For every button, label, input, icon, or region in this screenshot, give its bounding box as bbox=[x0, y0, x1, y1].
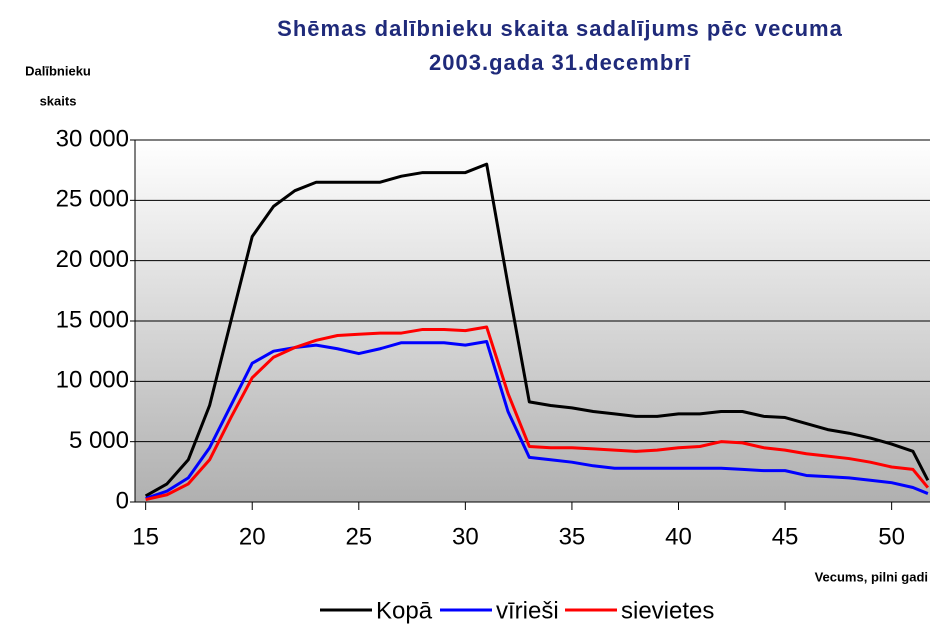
x-tick-label: 15 bbox=[132, 523, 159, 550]
x-tick-label: 50 bbox=[878, 523, 905, 550]
chart-title: 2003.gada 31.decembrī bbox=[429, 50, 691, 75]
x-axis-label: Vecums, pilni gadi bbox=[815, 569, 928, 584]
y-tick-label: 10 000 bbox=[56, 367, 129, 394]
legend-label: Kopā bbox=[376, 597, 433, 624]
y-tick-label: 15 000 bbox=[56, 306, 129, 333]
y-tick-label: 0 bbox=[116, 487, 129, 514]
legend-label: sievietes bbox=[621, 597, 714, 624]
series-line bbox=[144, 162, 930, 498]
legend-label: vīrieši bbox=[496, 597, 559, 624]
x-tick-label: 25 bbox=[345, 523, 372, 550]
x-tick-label: 40 bbox=[665, 523, 692, 550]
x-tick-label: 35 bbox=[559, 523, 586, 550]
x-tick-label: 20 bbox=[239, 523, 266, 550]
y-tick-label: 20 000 bbox=[56, 246, 129, 273]
x-tick-label: 30 bbox=[452, 523, 479, 550]
y-axis-label: skaits bbox=[40, 93, 77, 108]
y-tick-label: 25 000 bbox=[56, 186, 129, 213]
series-line bbox=[145, 325, 930, 502]
chart-title: Shēmas dalībnieku skaita sadalījums pēc … bbox=[277, 16, 843, 41]
y-tick-label: 30 000 bbox=[56, 125, 129, 152]
series-line bbox=[145, 340, 929, 500]
y-tick-label: 5 000 bbox=[69, 427, 129, 454]
x-tick-label: 45 bbox=[772, 523, 799, 550]
y-axis-label: Dalībnieku bbox=[25, 63, 91, 78]
